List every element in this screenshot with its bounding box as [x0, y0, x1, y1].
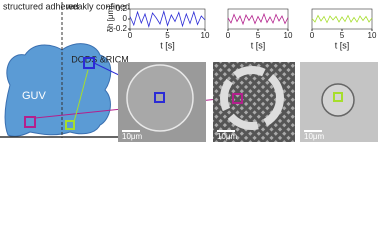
x-tick-label: 0 — [310, 31, 315, 40]
x-axis-label: t [s] — [160, 40, 175, 50]
figure: structured adhered weakly confined DODS … — [0, 1, 378, 142]
marker — [65, 120, 75, 130]
y-tick-label: 0 — [123, 14, 128, 23]
x-tick-label: 10 — [368, 31, 377, 40]
series-line — [129, 10, 206, 28]
series-line — [227, 12, 289, 26]
vesicle — [126, 64, 194, 132]
series-line — [311, 14, 373, 24]
label: DODS &RICM — [71, 54, 129, 64]
marker — [154, 92, 165, 103]
x-tick-label: 0 — [226, 31, 231, 40]
vesicle — [220, 66, 284, 130]
label: structured adhered — [3, 1, 79, 11]
x-tick-label: 5 — [256, 31, 261, 40]
label: weakly confined — [65, 1, 130, 11]
x-tick-label: 5 — [340, 31, 345, 40]
plot-frame — [227, 8, 289, 30]
y-tick-label: -0.2 — [113, 24, 127, 33]
y-axis-label: δh [μm] — [106, 6, 115, 33]
x-tick-label: 5 — [165, 31, 170, 40]
connector — [73, 69, 89, 123]
marker — [232, 93, 243, 104]
y-tick-label: 0.2 — [116, 4, 128, 13]
x-tick-label: 10 — [284, 31, 293, 40]
label: GUV — [22, 90, 47, 102]
page: {"diagram":{"left_label":"structured adh… — [0, 1, 378, 142]
x-tick-label: 0 — [128, 31, 133, 40]
marker — [333, 92, 343, 102]
scale-label: 10μm — [217, 132, 238, 141]
x-tick-label: 10 — [201, 31, 210, 40]
plot-frame — [311, 8, 373, 30]
x-axis-label: t [s] — [335, 40, 350, 50]
scale-label: 10μm — [122, 132, 143, 141]
x-axis-label: t [s] — [251, 40, 266, 50]
scale-label: 10μm — [304, 132, 325, 141]
marker — [24, 116, 36, 128]
